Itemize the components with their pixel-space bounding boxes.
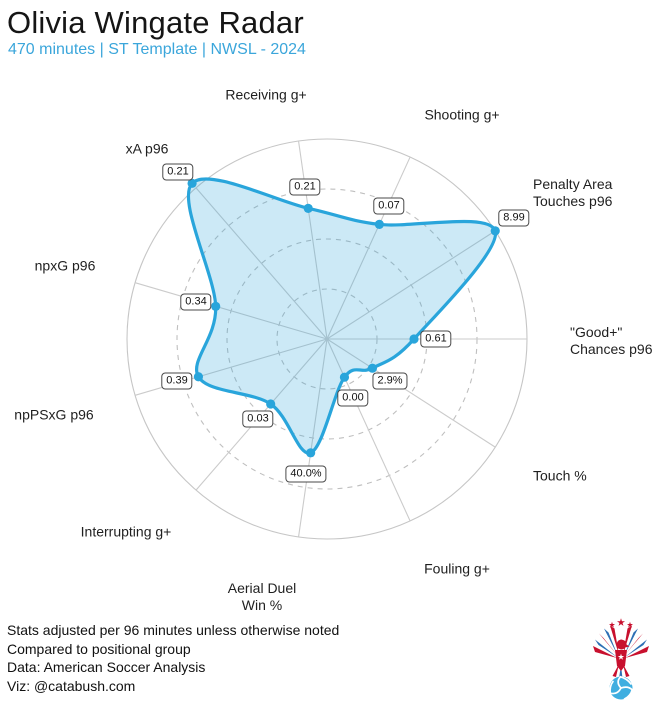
footnote-adjusted: Stats adjusted per 96 minutes unless oth… bbox=[7, 622, 340, 638]
footnote-data-source: Data: American Soccer Analysis bbox=[7, 659, 206, 676]
radar-polygon bbox=[186, 177, 497, 455]
axis-spoke-receiving bbox=[297, 140, 328, 340]
data-point-aerial-duel bbox=[306, 448, 316, 458]
axis-spoke-shooting bbox=[326, 156, 411, 340]
page-title: Olivia Wingate Radar bbox=[7, 5, 304, 40]
data-point-npxg bbox=[211, 301, 221, 311]
data-point-penalty-area bbox=[490, 226, 500, 236]
eagle-body-icon bbox=[615, 639, 630, 671]
soccer-ball-icon bbox=[609, 675, 634, 700]
axis-spoke-touch bbox=[326, 338, 496, 448]
data-point-interrupting bbox=[266, 399, 276, 409]
page-subtitle: 470 minutes | ST Template | NWSL - 2024 bbox=[8, 41, 306, 58]
data-point-fouling bbox=[339, 372, 350, 382]
eagle-wings-icon bbox=[593, 625, 649, 658]
footnote-viz-credit: Viz: @catabush.com bbox=[7, 677, 136, 694]
data-point-nppsxg bbox=[193, 372, 204, 382]
eagle-tail-icon bbox=[612, 664, 630, 679]
axis-spoke-npxg bbox=[134, 282, 328, 340]
axis-spoke-aerial-duel bbox=[297, 338, 328, 538]
crest-stars-icon bbox=[608, 618, 634, 628]
data-point-xa bbox=[187, 178, 197, 188]
axis-spoke-fouling bbox=[326, 338, 411, 522]
footnotes: Stats adjusted per 96 minutes unless oth… bbox=[7, 621, 339, 695]
asa-eagle-crest-logo bbox=[593, 618, 649, 700]
data-point-receiving bbox=[303, 203, 313, 213]
axis-spoke-penalty-area bbox=[326, 230, 496, 340]
axis-spoke-xa bbox=[195, 187, 328, 340]
footnote-compared: Compared to positional group bbox=[7, 640, 191, 657]
data-point-touch bbox=[367, 363, 378, 373]
data-point-good-chances bbox=[409, 334, 419, 344]
data-point-shooting bbox=[374, 219, 384, 229]
